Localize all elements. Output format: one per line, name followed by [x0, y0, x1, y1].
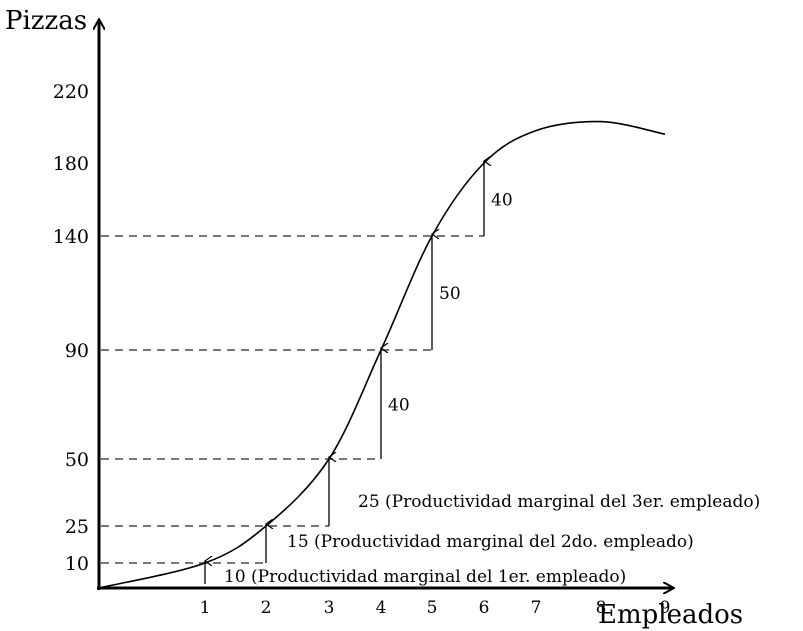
annotation-2nd-employee: 15 (Productividad marginal del 2do. empl… — [287, 532, 694, 552]
marginal-step-label: 40 — [388, 396, 410, 416]
production-curve — [98, 120, 666, 589]
x-tick-label: 5 — [427, 598, 438, 618]
annotation-1st-employee: 10 (Productividad marginal del 1er. empl… — [224, 567, 626, 587]
x-tick-label: 8 — [596, 598, 607, 618]
x-tick-label: 9 — [660, 598, 671, 618]
x-tick-label: 6 — [479, 598, 490, 618]
y-tick-labels: 10 25 50 90 140 180 220 — [53, 81, 89, 575]
y-tick-label: 10 — [65, 553, 89, 575]
reference-lines — [101, 235, 484, 564]
y-tick-label: 50 — [65, 449, 89, 471]
marginal-step-label: 40 — [491, 191, 513, 211]
annotation-3rd-employee: 25 (Productividad marginal del 3er. empl… — [358, 492, 760, 512]
step-arrows: 40 50 40 — [205, 161, 513, 584]
y-tick-label: 90 — [65, 340, 89, 362]
marginal-step-label: 50 — [439, 284, 461, 304]
y-tick-label: 180 — [53, 153, 89, 175]
y-tick-label: 140 — [53, 226, 89, 248]
x-tick-labels: 1 2 3 4 5 6 7 8 9 — [200, 598, 671, 618]
y-axis-label: Pizzas — [5, 6, 87, 36]
x-tick-label: 1 — [200, 598, 211, 618]
y-tick-label: 220 — [53, 81, 89, 103]
y-tick-label: 25 — [65, 516, 89, 538]
x-axis-label: Empleados — [598, 600, 743, 630]
curve-layer — [98, 120, 666, 589]
x-tick-label: 2 — [261, 598, 272, 618]
x-tick-label: 7 — [531, 598, 542, 618]
x-tick-label: 3 — [324, 598, 335, 618]
x-tick-label: 4 — [376, 598, 387, 618]
